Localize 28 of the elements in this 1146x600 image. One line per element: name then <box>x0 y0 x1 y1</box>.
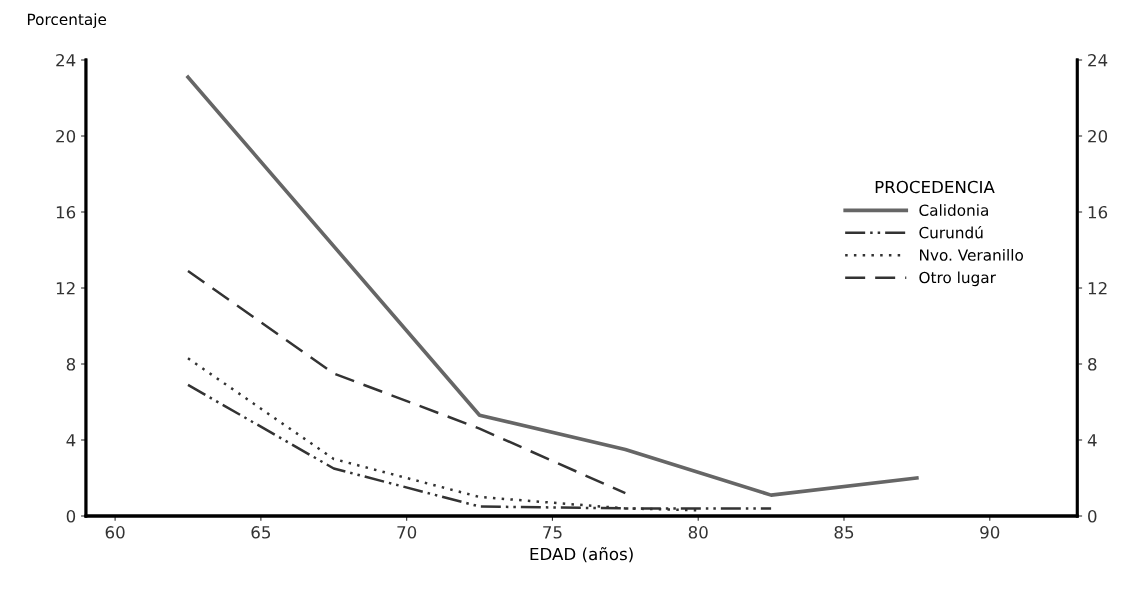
y-tick-label: 0 <box>66 509 76 523</box>
y-tick-label: 8 <box>66 357 76 371</box>
legend-title: PROCEDENCIA <box>875 180 995 194</box>
x-tick-label: 60 <box>105 526 125 539</box>
y2-tick-label: 4 <box>1087 434 1097 447</box>
legend-label: Nvo. Veranillo <box>920 248 1023 261</box>
x-tick-label: 75 <box>543 526 562 539</box>
y-tick-label: 24 <box>56 53 76 67</box>
x-tick-label: 85 <box>834 526 854 539</box>
legend-label: Otro lugar <box>919 271 996 287</box>
y-tick-label: 20 <box>56 129 76 143</box>
legend-label: Calidonia <box>919 204 988 216</box>
y-tick-label: 16 <box>56 205 76 219</box>
y2-tick-label: 0 <box>1088 509 1097 523</box>
x-tick-label: 65 <box>251 526 271 539</box>
y-tick-label: 4 <box>66 434 76 447</box>
x-tick-label: 70 <box>397 526 417 539</box>
x-tick-label: 90 <box>980 526 1000 539</box>
x-tick-label: 80 <box>688 526 708 539</box>
y-tick-label: 12 <box>56 281 75 295</box>
y2-tick-label: 24 <box>1088 53 1108 67</box>
y2-tick-label: 12 <box>1088 281 1107 295</box>
y2-tick-label: 8 <box>1088 357 1097 371</box>
y-axis-title: Porcentaje <box>27 13 107 29</box>
legend-label: Curundú <box>919 225 983 239</box>
x-axis-title: EDAD (años) <box>530 547 633 563</box>
y2-tick-label: 16 <box>1088 205 1108 219</box>
y2-tick-label: 20 <box>1088 129 1108 143</box>
